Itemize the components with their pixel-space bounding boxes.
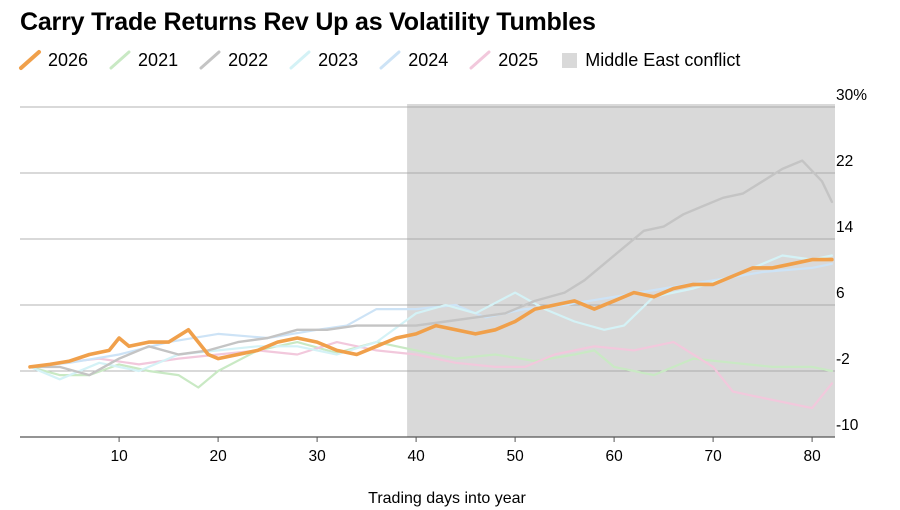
x-tick-label: 80 [803,448,821,465]
legend-swatch-2026-icon [18,48,42,72]
legend-swatch-2022-icon [198,48,222,72]
legend-item-2024: 2024 [378,48,448,72]
legend: 2026 2021 2022 2023 2024 2025 Middle Eas… [18,48,760,72]
legend-item-2026: 2026 [18,48,88,72]
legend-swatch-2024-icon [378,48,402,72]
legend-item-2025: 2025 [468,48,538,72]
legend-swatch-2023-icon [288,48,312,72]
x-tick-label: 10 [110,448,128,465]
x-axis-label: Trading days into year [368,490,526,507]
x-tick-label: 60 [605,448,623,465]
legend-item-2023: 2023 [288,48,358,72]
x-tick-label: 40 [407,448,425,465]
legend-label-2026: 2026 [48,49,89,70]
x-tick-label: 50 [506,448,524,465]
y-tick-label: -2 [836,351,850,368]
series-line-2022 [28,159,834,377]
shaded-region-middle-east-conflict [407,104,835,437]
y-tick-label: -10 [836,417,859,434]
legend-swatch-2021-icon [108,48,132,72]
legend-item-conflict: Middle East conflict [558,50,740,71]
y-tick-label: 30% [836,87,867,104]
legend-label-2022: 2022 [228,49,269,70]
x-tick-label: 20 [209,448,227,465]
legend-label-2024: 2024 [408,49,449,70]
legend-swatch-2025-icon [468,48,492,72]
legend-label-conflict: Middle East conflict [585,49,741,70]
y-tick-label: 6 [836,285,845,302]
legend-shaded-box-icon [562,52,578,68]
y-tick-label: 22 [836,153,853,170]
series-line-2026 [28,257,834,369]
y-tick-label: 14 [836,219,854,236]
x-tick-label: 70 [704,448,722,465]
legend-label-2025: 2025 [498,49,539,70]
series-line-2025 [28,341,833,410]
legend-label-2023: 2023 [318,49,359,70]
legend-item-2022: 2022 [198,48,268,72]
legend-label-2021: 2021 [138,49,179,70]
legend-item-2021: 2021 [108,48,178,72]
x-tick-label: 30 [308,448,326,465]
chart-title: Carry Trade Returns Rev Up as Volatility… [20,8,596,36]
series-line-2021 [28,341,833,389]
